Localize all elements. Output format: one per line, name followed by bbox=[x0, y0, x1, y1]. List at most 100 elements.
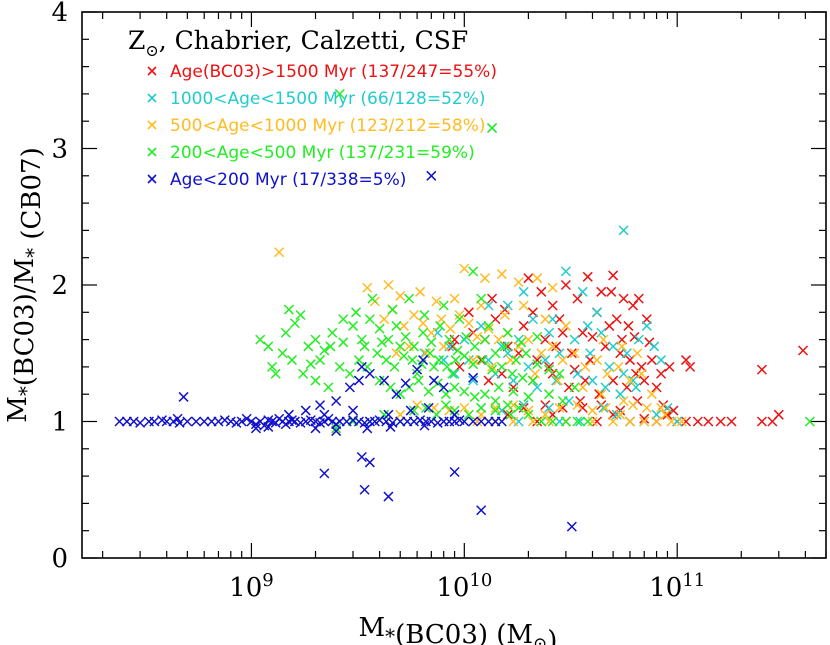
data-point bbox=[305, 359, 316, 370]
data-point bbox=[454, 314, 465, 325]
data-point bbox=[532, 331, 543, 342]
data-point bbox=[468, 266, 479, 277]
data-point bbox=[383, 334, 394, 345]
data-point bbox=[114, 416, 125, 427]
data-point bbox=[395, 341, 406, 352]
data-point bbox=[572, 293, 583, 304]
data-point bbox=[338, 314, 349, 325]
data-point bbox=[395, 389, 406, 400]
data-point bbox=[182, 416, 193, 427]
data-point bbox=[527, 314, 538, 325]
y-axis: 0 1 2 3 4 bbox=[51, 0, 826, 574]
data-point bbox=[646, 355, 657, 366]
data-point bbox=[472, 416, 483, 427]
data-point bbox=[398, 350, 409, 362]
data-point bbox=[552, 375, 563, 386]
data-point bbox=[513, 402, 524, 413]
data-point bbox=[314, 400, 326, 411]
data-point bbox=[364, 314, 375, 325]
data-point bbox=[420, 348, 431, 359]
data-point bbox=[604, 361, 615, 372]
data-point bbox=[236, 416, 247, 427]
data-point bbox=[341, 416, 352, 427]
data-point bbox=[426, 327, 437, 338]
data-point bbox=[532, 273, 543, 284]
data-point bbox=[283, 409, 294, 420]
data-point bbox=[476, 355, 487, 366]
data-point bbox=[419, 309, 430, 321]
data-point bbox=[804, 416, 815, 427]
data-point bbox=[442, 361, 453, 372]
data-point bbox=[726, 416, 737, 427]
data-point bbox=[540, 355, 551, 366]
data-point bbox=[433, 355, 444, 366]
data-point bbox=[493, 382, 504, 393]
data-point bbox=[577, 286, 588, 297]
data-point bbox=[459, 416, 470, 427]
data-point bbox=[523, 273, 534, 284]
data-point bbox=[560, 266, 571, 277]
data-point bbox=[172, 413, 183, 424]
data-point bbox=[616, 341, 627, 352]
legend: Age(BC03)>1500 Myr (137/247=55%) 1000<Age… bbox=[147, 62, 497, 190]
data-point bbox=[692, 416, 703, 427]
data-point bbox=[587, 331, 598, 342]
data-point bbox=[438, 300, 449, 311]
data-point bbox=[490, 348, 501, 359]
data-point bbox=[381, 355, 392, 366]
data-point bbox=[408, 416, 419, 427]
y-tick-label: 0 bbox=[51, 544, 68, 574]
data-point bbox=[344, 368, 355, 379]
data-point bbox=[452, 345, 463, 356]
data-point bbox=[557, 327, 568, 338]
data-point bbox=[362, 423, 373, 434]
data-point bbox=[596, 327, 607, 338]
data-point bbox=[487, 122, 498, 134]
data-point bbox=[530, 368, 541, 379]
data-point bbox=[319, 345, 330, 356]
data-point bbox=[499, 309, 510, 321]
data-point bbox=[418, 318, 429, 329]
data-point bbox=[615, 389, 626, 400]
x-tick-label: 1010 bbox=[436, 570, 492, 603]
data-point bbox=[544, 361, 555, 372]
data-point bbox=[577, 327, 588, 338]
data-point bbox=[374, 323, 385, 334]
data-point bbox=[511, 355, 522, 366]
data-point bbox=[651, 382, 662, 393]
data-point bbox=[344, 382, 355, 393]
data-point bbox=[479, 389, 490, 400]
data-point bbox=[582, 320, 593, 331]
data-point bbox=[591, 355, 603, 366]
data-point bbox=[364, 368, 375, 379]
data-point bbox=[459, 402, 470, 413]
data-point bbox=[178, 391, 189, 402]
legend-label: 1000<Age<1500 Myr (66/128=52%) bbox=[170, 89, 486, 109]
data-point bbox=[560, 279, 571, 291]
data-point bbox=[680, 355, 692, 366]
data-point bbox=[372, 348, 383, 359]
data-point bbox=[314, 355, 326, 366]
data-point bbox=[334, 88, 345, 99]
data-point bbox=[544, 402, 555, 413]
data-point bbox=[569, 348, 580, 359]
data-point bbox=[604, 320, 615, 331]
data-point bbox=[199, 416, 210, 427]
data-point bbox=[381, 416, 392, 427]
data-point bbox=[551, 375, 562, 386]
data-point bbox=[408, 309, 419, 321]
data-point bbox=[454, 309, 465, 321]
data-point bbox=[347, 405, 359, 416]
data-point bbox=[356, 334, 367, 345]
data-point bbox=[419, 420, 430, 431]
data-point bbox=[618, 293, 629, 304]
data-point bbox=[560, 320, 571, 331]
data-point bbox=[476, 416, 487, 427]
legend-marker bbox=[147, 120, 157, 130]
data-point bbox=[400, 378, 411, 389]
data-point bbox=[523, 334, 534, 345]
data-point bbox=[477, 355, 488, 366]
data-point bbox=[379, 375, 390, 386]
data-point bbox=[544, 327, 555, 338]
